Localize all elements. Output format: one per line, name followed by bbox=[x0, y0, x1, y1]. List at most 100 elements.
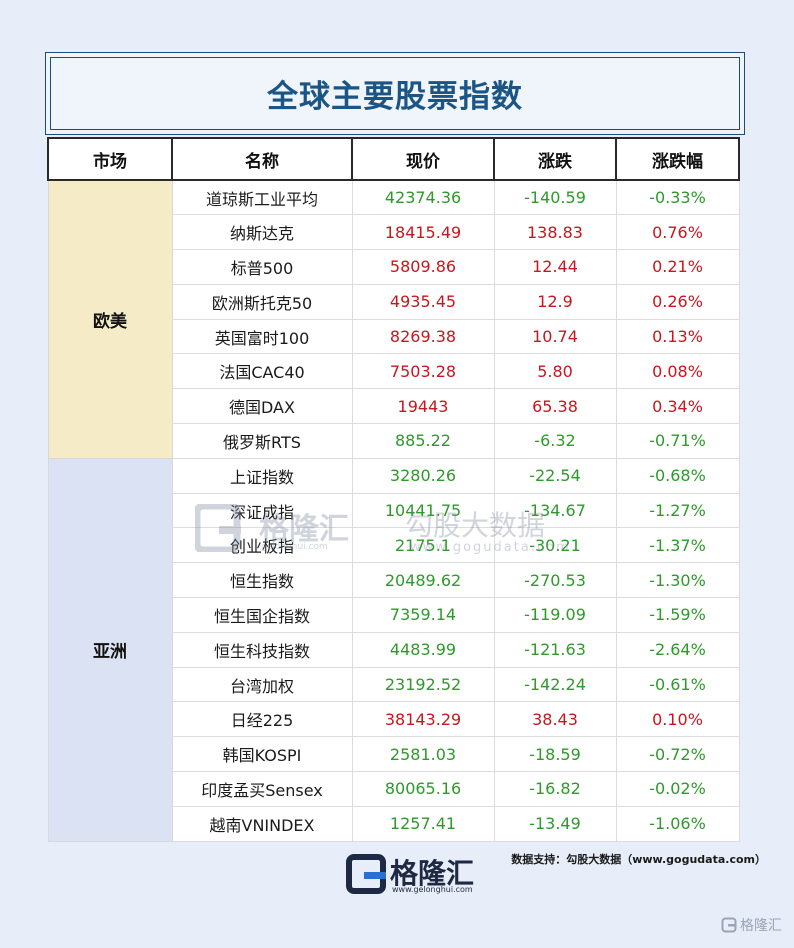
header-pct: 涨跌幅 bbox=[615, 137, 740, 181]
page-title: 全球主要股票指数 bbox=[267, 79, 523, 115]
change-cell: -18.59 bbox=[493, 736, 617, 773]
change-cell: -142.24 bbox=[493, 666, 617, 703]
index-table: 市场 名称 现价 涨跌 涨跌幅 欧美 道琼斯工业平均 42374.36 -140.59… bbox=[47, 137, 740, 842]
pct-cell: 0.10% bbox=[615, 701, 740, 738]
price-cell: 885.22 bbox=[351, 423, 495, 459]
pct-cell: -1.37% bbox=[615, 527, 740, 564]
footer-logo-text: 格隆汇 bbox=[390, 857, 475, 890]
table-row: 标普500 5809.86 12.44 0.21% bbox=[48, 249, 740, 285]
name-cell: 台湾加权 bbox=[171, 666, 353, 703]
title-frame: 全球主要股票指数 bbox=[50, 57, 740, 130]
table-row: 印度孟买Sensex 80065.16 -16.82 -0.02% bbox=[48, 771, 740, 807]
corner-mark: 格隆汇 bbox=[721, 915, 782, 935]
pct-cell: -0.61% bbox=[615, 666, 740, 703]
pct-cell: -2.64% bbox=[615, 631, 740, 668]
header-change: 涨跌 bbox=[493, 137, 617, 181]
table-row: 韩国KOSPI 2581.03 -18.59 -0.72% bbox=[48, 736, 740, 773]
pct-cell: 0.13% bbox=[615, 318, 740, 355]
change-cell: 65.38 bbox=[493, 388, 617, 425]
change-cell: 10.74 bbox=[493, 318, 617, 355]
table-row: 恒生科技指数 4483.99 -121.63 -2.64% bbox=[48, 631, 740, 668]
footer-logo-url: www.gelonghui.com bbox=[392, 885, 473, 894]
name-cell: 越南VNINDEX bbox=[171, 805, 353, 842]
change-cell: -134.67 bbox=[493, 492, 617, 529]
pct-cell: 0.76% bbox=[615, 214, 740, 251]
change-cell: 12.9 bbox=[493, 283, 617, 320]
title-banner: 全球主要股票指数 bbox=[45, 52, 745, 135]
price-cell: 5809.86 bbox=[351, 249, 495, 285]
pct-cell: -0.72% bbox=[615, 736, 740, 773]
price-cell: 4483.99 bbox=[351, 631, 495, 668]
table-row: 俄罗斯RTS 885.22 -6.32 -0.71% bbox=[48, 423, 740, 459]
price-cell: 7359.14 bbox=[351, 597, 495, 633]
change-cell: -30.21 bbox=[493, 527, 617, 564]
source-note: 数据支持：勾股大数据（www.gogudata.com） bbox=[511, 853, 766, 866]
price-cell: 3280.26 bbox=[351, 457, 495, 494]
name-cell: 日经225 bbox=[171, 701, 353, 738]
name-cell: 欧洲斯托克50 bbox=[171, 283, 353, 320]
change-cell: 12.44 bbox=[493, 249, 617, 285]
change-cell: -16.82 bbox=[493, 771, 617, 807]
table-row: 台湾加权 23192.52 -142.24 -0.61% bbox=[48, 666, 740, 703]
name-cell: 英国富时100 bbox=[171, 318, 353, 355]
pct-cell: -1.27% bbox=[615, 492, 740, 529]
table-row: 欧美 道琼斯工业平均 42374.36 -140.59 -0.33% bbox=[47, 179, 740, 459]
market-cell: 欧美 bbox=[47, 179, 173, 459]
table-row: 恒生指数 20489.62 -270.53 -1.30% bbox=[48, 562, 740, 599]
change-cell: -6.32 bbox=[493, 423, 617, 459]
pct-cell: -0.33% bbox=[615, 179, 740, 216]
table-row: 英国富时100 8269.38 10.74 0.13% bbox=[48, 318, 740, 355]
name-cell: 恒生科技指数 bbox=[171, 631, 353, 668]
name-cell: 恒生指数 bbox=[171, 562, 353, 599]
table-row: 欧洲斯托克50 4935.45 12.9 0.26% bbox=[48, 283, 740, 320]
name-cell: 印度孟买Sensex bbox=[171, 771, 353, 807]
change-cell: -119.09 bbox=[493, 597, 617, 633]
header-market: 市场 bbox=[47, 137, 173, 181]
pct-cell: -0.02% bbox=[615, 771, 740, 807]
table-row: 亚洲 上证指数 3280.26 -22.54 -0.68% bbox=[47, 457, 740, 842]
change-cell: 5.80 bbox=[493, 353, 617, 390]
table-row: 法国CAC40 7503.28 5.80 0.08% bbox=[48, 353, 740, 390]
footer-logo: 格隆汇 www.gelonghui.com bbox=[346, 852, 476, 897]
pct-cell: -1.59% bbox=[615, 597, 740, 633]
pct-cell: 0.26% bbox=[615, 283, 740, 320]
price-cell: 2581.03 bbox=[351, 736, 495, 773]
header-row: 市场 名称 现价 涨跌 涨跌幅 bbox=[47, 137, 740, 181]
table-row: 创业板指 2175.1 -30.21 -1.37% bbox=[48, 527, 740, 564]
price-cell: 19443 bbox=[351, 388, 495, 425]
table-body: 欧美 道琼斯工业平均 42374.36 -140.59 -0.33% 纳斯达克 18415.… bbox=[47, 179, 740, 842]
price-cell: 10441.75 bbox=[351, 492, 495, 529]
price-cell: 7503.28 bbox=[351, 353, 495, 390]
pct-cell: 0.34% bbox=[615, 388, 740, 425]
corner-mark-text: 格隆汇 bbox=[740, 918, 782, 934]
table-row: 纳斯达克 18415.49 138.83 0.76% bbox=[48, 214, 740, 251]
change-cell: -22.54 bbox=[493, 457, 617, 494]
price-cell: 20489.62 bbox=[351, 562, 495, 599]
table-row: 深证成指 10441.75 -134.67 -1.27% bbox=[48, 492, 740, 529]
change-cell: -140.59 bbox=[493, 179, 617, 216]
pct-cell: 0.21% bbox=[615, 249, 740, 285]
price-cell: 8269.38 bbox=[351, 318, 495, 355]
change-cell: -121.63 bbox=[493, 631, 617, 668]
header-name: 名称 bbox=[171, 137, 353, 181]
name-cell: 创业板指 bbox=[171, 527, 353, 564]
price-cell: 18415.49 bbox=[351, 214, 495, 251]
price-cell: 1257.41 bbox=[351, 805, 495, 842]
gelonghui-logo-icon bbox=[721, 917, 737, 933]
table-row: 越南VNINDEX 1257.41 -13.49 -1.06% bbox=[48, 805, 740, 842]
pct-cell: 0.08% bbox=[615, 353, 740, 390]
price-cell: 23192.52 bbox=[351, 666, 495, 703]
pct-cell: -0.71% bbox=[615, 423, 740, 459]
name-cell: 标普500 bbox=[171, 249, 353, 285]
name-cell: 深证成指 bbox=[171, 492, 353, 529]
table-row: 日经225 38143.29 38.43 0.10% bbox=[48, 701, 740, 738]
price-cell: 42374.36 bbox=[351, 179, 495, 216]
pct-cell: -0.68% bbox=[615, 457, 740, 494]
name-cell: 纳斯达克 bbox=[171, 214, 353, 251]
name-cell: 道琼斯工业平均 bbox=[171, 179, 353, 216]
gelonghui-logo-icon bbox=[346, 854, 386, 894]
name-cell: 韩国KOSPI bbox=[171, 736, 353, 773]
market-cell: 亚洲 bbox=[47, 457, 173, 842]
price-cell: 2175.1 bbox=[351, 527, 495, 564]
price-cell: 80065.16 bbox=[351, 771, 495, 807]
